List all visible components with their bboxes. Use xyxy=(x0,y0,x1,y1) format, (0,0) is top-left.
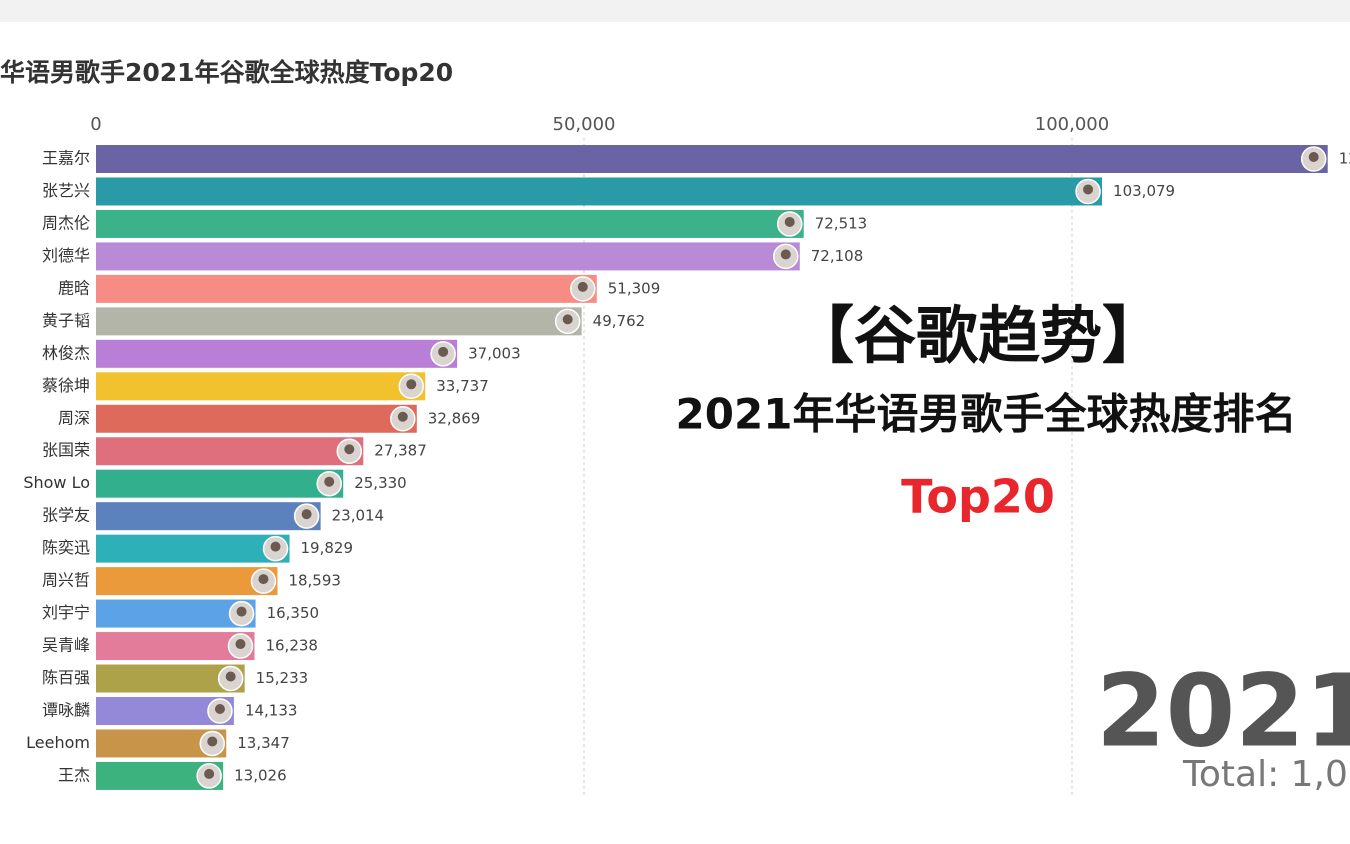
avatar-face xyxy=(236,606,247,617)
avatar-face xyxy=(301,509,312,520)
avatar-face xyxy=(344,444,355,455)
category-label: 吴青峰 xyxy=(42,636,90,655)
category-label: 刘德华 xyxy=(42,246,90,265)
category-label: Leehom xyxy=(26,733,90,752)
category-label: 张艺兴 xyxy=(42,181,90,200)
avatar-face xyxy=(780,249,791,260)
x-tick-label: 0 xyxy=(90,114,101,135)
category-label: 周杰伦 xyxy=(42,213,90,232)
avatar-face xyxy=(235,639,246,650)
bar xyxy=(96,339,458,368)
chart-title: 华语男歌手2021年谷歌全球热度Top20 xyxy=(0,58,453,87)
value-label: 49,762 xyxy=(593,312,646,330)
bar xyxy=(96,372,426,401)
bar xyxy=(96,177,1103,206)
avatar-face xyxy=(214,703,225,714)
avatar-face xyxy=(324,476,335,487)
value-label: 14,133 xyxy=(245,701,298,719)
category-label: 周兴哲 xyxy=(42,571,90,590)
x-tick-label: 100,000 xyxy=(1035,114,1109,135)
avatar-face xyxy=(562,314,573,325)
category-label: 黄子韬 xyxy=(42,311,90,330)
bar xyxy=(96,437,364,466)
value-label: 33,737 xyxy=(436,377,489,395)
category-label: 陈奕迅 xyxy=(42,538,90,557)
avatar-face xyxy=(784,216,795,227)
bar xyxy=(96,567,278,596)
avatar-face xyxy=(397,411,408,422)
value-label: 25,330 xyxy=(354,474,407,492)
value-label: 16,238 xyxy=(265,637,318,655)
value-label: 32,869 xyxy=(428,409,481,427)
x-tick-label: 50,000 xyxy=(553,114,616,135)
bar xyxy=(96,404,417,433)
value-label: 13,347 xyxy=(237,734,290,752)
value-label: 15,233 xyxy=(256,669,309,687)
value-label: 16,350 xyxy=(267,604,320,622)
overlay-subtitle: 2021年华语男歌手全球热度排名 xyxy=(676,390,1297,439)
value-label: 23,014 xyxy=(332,507,385,525)
avatar-face xyxy=(207,736,218,747)
category-label: 林俊杰 xyxy=(42,343,90,362)
bar xyxy=(96,469,344,498)
value-label: 72,108 xyxy=(811,247,864,265)
bar xyxy=(96,242,800,271)
avatar-face xyxy=(1308,152,1319,162)
category-label: Show Lo xyxy=(23,473,90,492)
avatar-face xyxy=(406,379,417,390)
category-label: 王嘉尔 xyxy=(42,149,90,168)
value-label: 19,829 xyxy=(301,539,354,557)
bar xyxy=(96,307,582,336)
bar xyxy=(96,145,1328,173)
top-strip xyxy=(0,0,1350,22)
value-label: 27,387 xyxy=(374,442,427,460)
category-label: 鹿晗 xyxy=(58,278,90,297)
avatar-face xyxy=(258,574,269,585)
category-label: 周深 xyxy=(58,408,90,427)
bar xyxy=(96,502,321,531)
category-label: 张国荣 xyxy=(42,441,90,460)
plot: 0 50,000 100,000 王嘉尔 126,200 张艺兴 103,079 周杰伦 72,… xyxy=(23,114,1350,795)
bar xyxy=(96,209,804,238)
avatar-face xyxy=(225,671,236,682)
category-label: 刘宇宁 xyxy=(42,603,90,622)
category-label: 陈百强 xyxy=(42,668,90,687)
avatar-face xyxy=(577,281,588,292)
value-label: 37,003 xyxy=(468,344,521,362)
category-label: 蔡徐坤 xyxy=(42,376,90,395)
total-label: Total: 1,00 xyxy=(1182,754,1350,795)
category-label: 王杰 xyxy=(58,765,90,784)
avatar-face xyxy=(1083,184,1094,195)
value-label: 72,513 xyxy=(815,214,868,232)
bar xyxy=(96,274,597,303)
avatar-face xyxy=(270,541,281,552)
value-label: 126,200 xyxy=(1339,150,1350,168)
avatar-face xyxy=(438,346,449,357)
value-label: 13,026 xyxy=(234,766,286,784)
overlay-tag: Top20 xyxy=(901,470,1055,524)
value-label: 51,309 xyxy=(608,279,661,297)
avatar-face xyxy=(204,768,215,779)
category-label: 张学友 xyxy=(42,506,90,525)
overlay-heading: 【谷歌趋势】 xyxy=(792,299,1164,372)
year-label: 2021 xyxy=(1096,652,1350,769)
category-label: 谭咏麟 xyxy=(42,700,90,719)
value-label: 103,079 xyxy=(1113,182,1175,200)
value-label: 18,593 xyxy=(288,572,341,590)
bar xyxy=(96,534,290,563)
